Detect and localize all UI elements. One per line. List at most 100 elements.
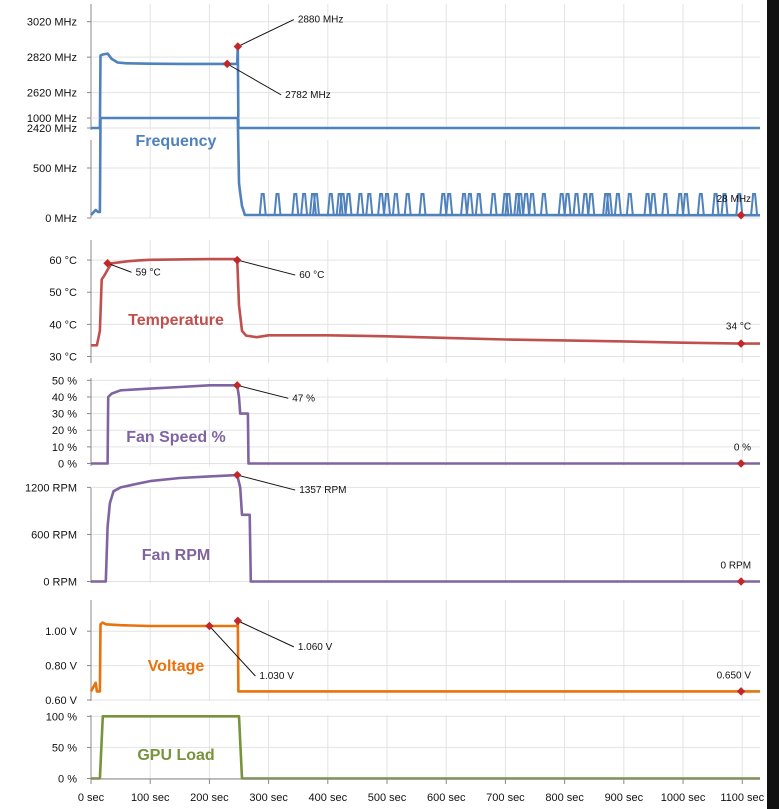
- data-marker: [736, 339, 746, 348]
- y-tick-label: 50 %: [52, 742, 77, 754]
- series-line-fan_pct: [91, 383, 760, 465]
- y-tick-label: 10 %: [52, 442, 77, 454]
- x-tick-label: 400 sec: [309, 792, 348, 804]
- x-tick-label: 900 sec: [605, 792, 644, 804]
- annotation-leader: [107, 262, 132, 273]
- freq-spike: [338, 193, 347, 216]
- freq-spike: [504, 193, 513, 216]
- freq-spike: [312, 193, 320, 216]
- y-tick-label: 50 %: [52, 375, 77, 387]
- y-tick-label: 2420 MHz: [27, 123, 77, 135]
- y-tick-label: 40 %: [52, 392, 77, 404]
- y-tick-label: 40 °C: [49, 319, 77, 331]
- annotation-leader: [237, 259, 296, 276]
- panel-fan_rpm: 0 RPM 600 RPM 1200 RPM 1357 RPM 0 RPM Fan RPM: [25, 470, 760, 589]
- x-tick-label: 100 sec: [131, 792, 170, 804]
- freq-spike: [258, 193, 267, 216]
- annotation-label: 0.650 V: [717, 670, 752, 681]
- panel-freq_high: 2420 MHz 2620 MHz 2820 MHz 3020 MHz 2880 MHz…: [27, 4, 760, 135]
- freq-spike: [326, 193, 335, 216]
- freq-spike: [403, 193, 412, 216]
- freq-spike: [581, 193, 590, 216]
- y-tick-label: 0 %: [58, 774, 77, 786]
- annotation-label: 28 MHz: [717, 194, 751, 205]
- y-tick-label: 30 %: [52, 409, 77, 421]
- annotation-label: 0 RPM: [720, 561, 751, 572]
- x-tick-label: 600 sec: [427, 792, 466, 804]
- freq-spike: [344, 193, 353, 216]
- data-marker: [103, 259, 112, 268]
- freq-spike: [643, 193, 652, 216]
- annotation-label: 60 °C: [299, 270, 324, 281]
- freq-spike: [513, 193, 522, 216]
- right-frame-bar: [767, 0, 779, 809]
- y-tick-label: 2620 MHz: [27, 88, 77, 100]
- annotation-label: 47 %: [292, 393, 315, 404]
- panel-voltage: 0.60 V 0.80 V 1.00 V 1.060 V 1.030 V 0.650 V V…: [45, 600, 760, 707]
- data-marker: [736, 459, 746, 468]
- series-line-freq_low: [90, 116, 761, 217]
- y-tick-label: 0 RPM: [43, 577, 77, 589]
- annotation-leader: [237, 474, 296, 491]
- x-tick-label: 800 sec: [545, 792, 584, 804]
- freq-spike: [563, 193, 572, 216]
- freq-spike: [489, 193, 498, 216]
- freq-spike: [587, 193, 596, 216]
- y-tick-label: 600 RPM: [31, 529, 77, 541]
- freq-spike: [383, 193, 391, 216]
- freq-spike: [460, 193, 468, 216]
- x-tick-label: 1100 sec: [720, 792, 764, 804]
- freq-spike: [539, 193, 548, 216]
- freq-spike: [335, 193, 344, 216]
- y-tick-label: 1200 RPM: [25, 482, 77, 494]
- series-line-fan_rpm: [91, 473, 760, 583]
- y-tick-label: 30 °C: [49, 352, 77, 364]
- freq-spike: [377, 193, 386, 216]
- annotation-label: 1.030 V: [259, 671, 294, 682]
- y-tick-label: 0.60 V: [45, 695, 77, 707]
- y-tick-label: 0.80 V: [45, 661, 77, 673]
- y-tick-label: 1.00 V: [45, 626, 77, 638]
- y-tick-label: 0 %: [58, 459, 77, 471]
- freq-spike: [291, 193, 300, 216]
- annotation-leader: [226, 63, 282, 96]
- y-tick-label: 50 °C: [49, 287, 77, 299]
- annotation-label: 59 °C: [136, 267, 161, 278]
- freq-spike: [696, 193, 705, 216]
- freq-spike: [613, 193, 622, 216]
- freq-spike: [465, 193, 474, 216]
- annotation-label: 2880 MHz: [298, 15, 344, 26]
- data-marker: [736, 577, 746, 586]
- y-tick-label: 100 %: [46, 711, 77, 723]
- annotation-label: 34 °C: [726, 322, 751, 333]
- freq-spike: [735, 193, 744, 216]
- panel-title-fan_pct: Fan Speed %: [126, 429, 226, 446]
- series-line-temp: [91, 257, 760, 347]
- freq-spike: [445, 193, 454, 216]
- freq-spike: [682, 193, 690, 216]
- data-marker: [233, 42, 243, 51]
- annotation-label: 2782 MHz: [285, 90, 331, 101]
- x-tick-label: 700 sec: [486, 792, 525, 804]
- freq-spike: [516, 193, 525, 216]
- annotation-label: 1.060 V: [298, 642, 333, 653]
- freq-spike: [605, 193, 613, 216]
- x-axis: 0 sec 100 sec 200 sec 300 sec 400 sec 500 sec…: [78, 778, 765, 804]
- freq-spike: [474, 193, 483, 216]
- panel-freq_low: 0 MHz 500 MHz 1000 MHz 28 MHz Frequency: [27, 113, 761, 225]
- freq-spike: [391, 193, 400, 216]
- y-tick-label: 2820 MHz: [27, 52, 77, 64]
- y-tick-label: 0 MHz: [45, 213, 77, 225]
- annotation-label: 1357 RPM: [299, 485, 346, 496]
- annotation-leader: [209, 625, 256, 677]
- panel-title-temp: Temperature: [128, 312, 224, 329]
- freq-spike: [439, 193, 448, 216]
- x-tick-label: 200 sec: [190, 792, 229, 804]
- x-tick-label: 500 sec: [368, 792, 407, 804]
- annotation-leader: [237, 384, 289, 399]
- y-tick-label: 500 MHz: [33, 163, 77, 175]
- freq-spike: [557, 193, 566, 216]
- freq-spike: [720, 193, 729, 216]
- freq-spike: [572, 193, 581, 216]
- y-tick-label: 20 %: [52, 425, 77, 437]
